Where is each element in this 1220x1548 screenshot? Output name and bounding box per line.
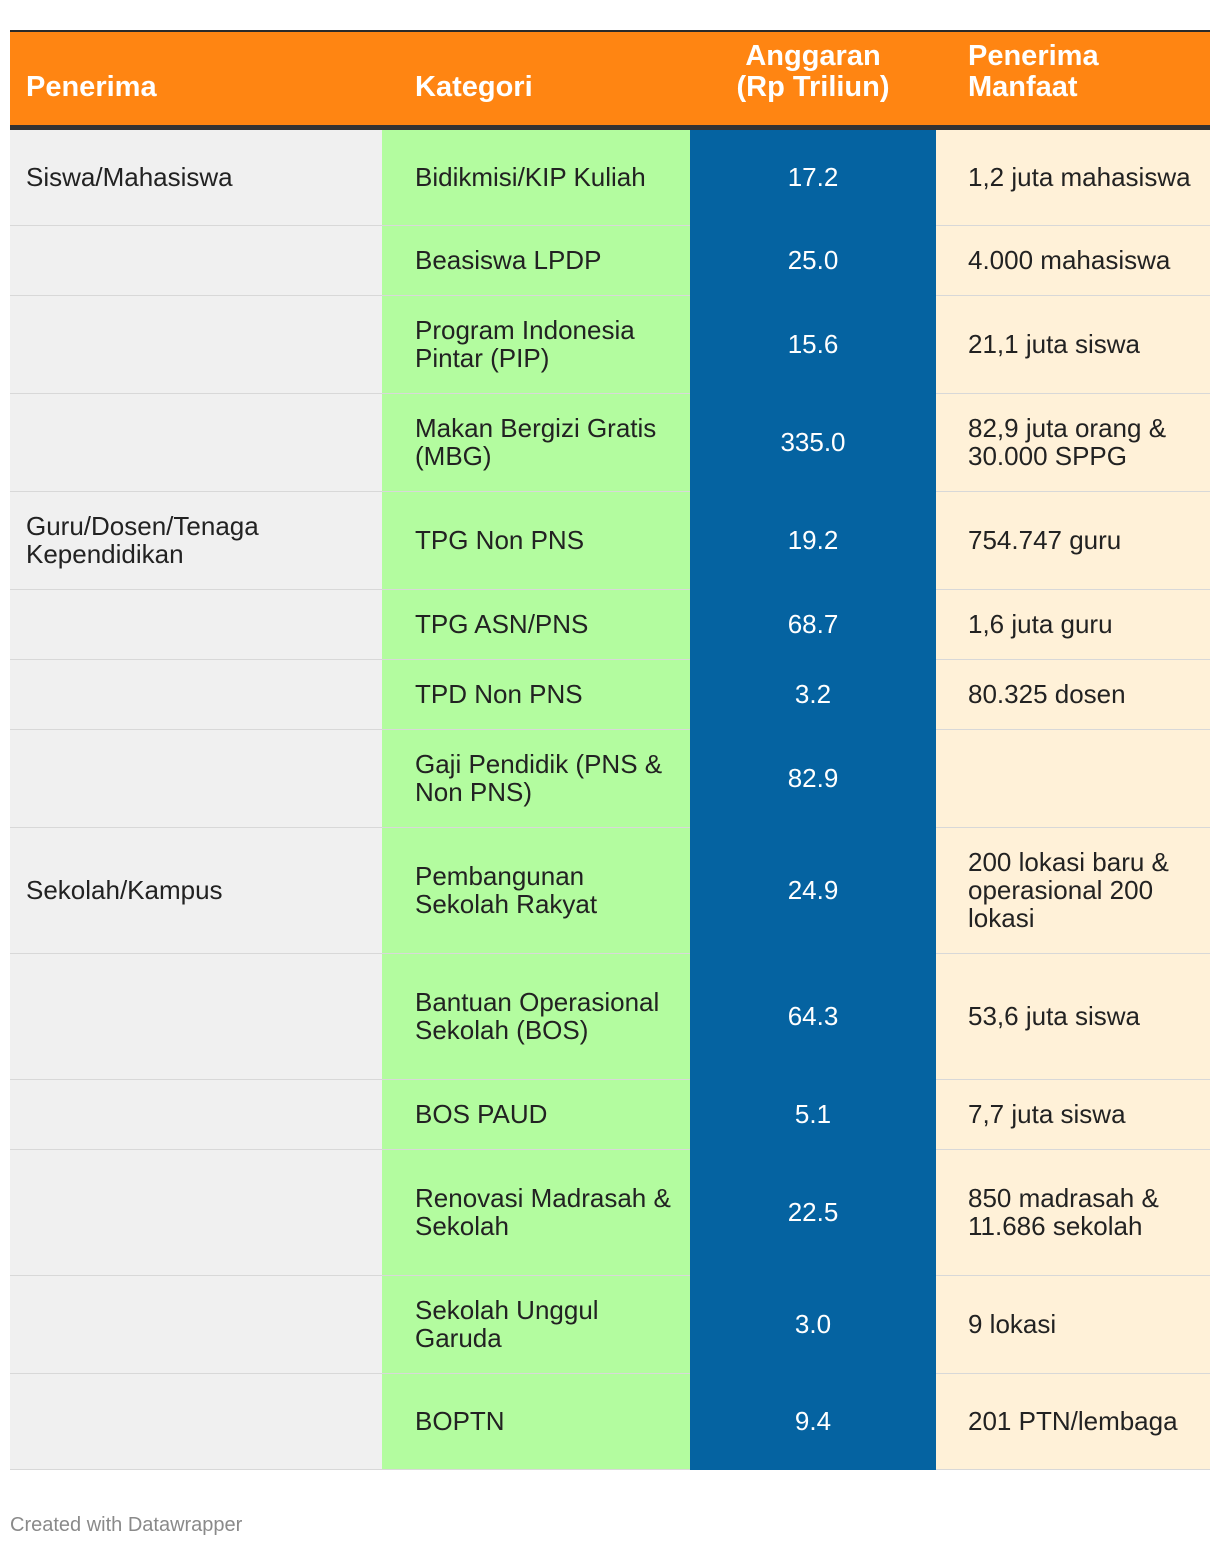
table-row: Program Indonesia Pintar (PIP) 15.6 21,1 j…	[10, 295, 1210, 394]
header-penerima[interactable]: Penerima	[10, 30, 382, 130]
cell-penerima: Guru/Dosen/Tenaga Kependidikan	[10, 491, 382, 590]
table-row: Renovasi Madrasah & Sekolah 22.5 850 madra…	[10, 1149, 1210, 1276]
cell-penerima	[10, 729, 382, 828]
cell-penerima-manfaat: 82,9 juta orang & 30.000 SPPG	[936, 393, 1210, 492]
cell-anggaran: 9.4	[690, 1373, 936, 1470]
cell-penerima	[10, 1079, 382, 1150]
cell-kategori: Renovasi Madrasah & Sekolah	[382, 1149, 690, 1276]
cell-penerima-manfaat: 53,6 juta siswa	[936, 953, 1210, 1080]
cell-kategori: TPG Non PNS	[382, 491, 690, 590]
cell-penerima-manfaat: 21,1 juta siswa	[936, 295, 1210, 394]
table-row: Siswa/Mahasiswa Bidikmisi/KIP Kuliah 17.2 1…	[10, 127, 1210, 226]
table-row: Sekolah/Kampus Pembangunan Sekolah Rakyat…	[10, 827, 1210, 954]
table-row: Makan Bergizi Gratis (MBG) 335.0 82,9 juta…	[10, 393, 1210, 492]
cell-penerima	[10, 393, 382, 492]
cell-penerima-manfaat: 201 PTN/lembaga	[936, 1373, 1210, 1470]
cell-kategori: Makan Bergizi Gratis (MBG)	[382, 393, 690, 492]
table-row: Beasiswa LPDP 25.0 4.000 mahasiswa	[10, 225, 1210, 296]
table-row: Bantuan Operasional Sekolah (BOS) 64.3 53,…	[10, 953, 1210, 1080]
cell-penerima-manfaat: 4.000 mahasiswa	[936, 225, 1210, 296]
cell-penerima	[10, 659, 382, 730]
cell-penerima	[10, 589, 382, 660]
datawrapper-credit[interactable]: Created with Datawrapper	[10, 1514, 243, 1536]
cell-penerima: Sekolah/Kampus	[10, 827, 382, 954]
cell-anggaran: 3.0	[690, 1275, 936, 1374]
cell-kategori: BOPTN	[382, 1373, 690, 1470]
cell-penerima-manfaat: 9 lokasi	[936, 1275, 1210, 1374]
header-penerima-manfaat[interactable]: Penerima Manfaat	[936, 30, 1210, 130]
cell-anggaran: 19.2	[690, 491, 936, 590]
table-row: TPD Non PNS 3.2 80.325 dosen	[10, 659, 1210, 730]
cell-penerima	[10, 1373, 382, 1470]
table-row: BOS PAUD 5.1 7,7 juta siswa	[10, 1079, 1210, 1150]
cell-anggaran: 25.0	[690, 225, 936, 296]
cell-kategori: Bidikmisi/KIP Kuliah	[382, 127, 690, 226]
cell-anggaran: 64.3	[690, 953, 936, 1080]
header-kategori[interactable]: Kategori	[382, 30, 690, 130]
cell-kategori: BOS PAUD	[382, 1079, 690, 1150]
table-row: Gaji Pendidik (PNS & Non PNS) 82.9	[10, 729, 1210, 828]
cell-penerima-manfaat: 1,6 juta guru	[936, 589, 1210, 660]
cell-anggaran: 82.9	[690, 729, 936, 828]
cell-kategori: Gaji Pendidik (PNS & Non PNS)	[382, 729, 690, 828]
cell-penerima: Siswa/Mahasiswa	[10, 127, 382, 226]
cell-anggaran: 68.7	[690, 589, 936, 660]
cell-kategori: Beasiswa LPDP	[382, 225, 690, 296]
cell-penerima	[10, 295, 382, 394]
cell-penerima	[10, 225, 382, 296]
cell-penerima-manfaat: 1,2 juta mahasiswa	[936, 127, 1210, 226]
table-row: TPG ASN/PNS 68.7 1,6 juta guru	[10, 589, 1210, 660]
cell-anggaran: 17.2	[690, 127, 936, 226]
table-header-row: Penerima Kategori Anggaran (Rp Triliun) …	[10, 30, 1210, 130]
cell-kategori: Program Indonesia Pintar (PIP)	[382, 295, 690, 394]
cell-penerima	[10, 1275, 382, 1374]
cell-penerima	[10, 1149, 382, 1276]
cell-penerima	[10, 953, 382, 1080]
cell-penerima-manfaat: 754.747 guru	[936, 491, 1210, 590]
cell-anggaran: 5.1	[690, 1079, 936, 1150]
cell-kategori: Pembangunan Sekolah Rakyat	[382, 827, 690, 954]
cell-penerima-manfaat: 80.325 dosen	[936, 659, 1210, 730]
cell-penerima-manfaat	[936, 729, 1210, 828]
cell-penerima-manfaat: 850 madrasah & 11.686 sekolah	[936, 1149, 1210, 1276]
cell-kategori: TPD Non PNS	[382, 659, 690, 730]
cell-kategori: Sekolah Unggul Garuda	[382, 1275, 690, 1374]
table-row: BOPTN 9.4 201 PTN/lembaga	[10, 1373, 1210, 1470]
cell-anggaran: 335.0	[690, 393, 936, 492]
header-manfaat-label: Penerima Manfaat	[968, 39, 1099, 103]
cell-kategori: TPG ASN/PNS	[382, 589, 690, 660]
cell-anggaran: 24.9	[690, 827, 936, 954]
cell-penerima-manfaat: 7,7 juta siswa	[936, 1079, 1210, 1150]
header-anggaran[interactable]: Anggaran (Rp Triliun)	[690, 30, 936, 130]
cell-anggaran: 3.2	[690, 659, 936, 730]
cell-penerima-manfaat: 200 lokasi baru & operasional 200 lokasi	[936, 827, 1210, 954]
cell-kategori: Bantuan Operasional Sekolah (BOS)	[382, 953, 690, 1080]
table-row: Sekolah Unggul Garuda 3.0 9 lokasi	[10, 1275, 1210, 1374]
cell-anggaran: 22.5	[690, 1149, 936, 1276]
cell-anggaran: 15.6	[690, 295, 936, 394]
header-anggaran-label: Anggaran (Rp Triliun)	[736, 39, 890, 103]
data-table: Penerima Kategori Anggaran (Rp Triliun) …	[10, 30, 1210, 1470]
table-row: Guru/Dosen/Tenaga Kependidikan TPG Non PN…	[10, 491, 1210, 590]
